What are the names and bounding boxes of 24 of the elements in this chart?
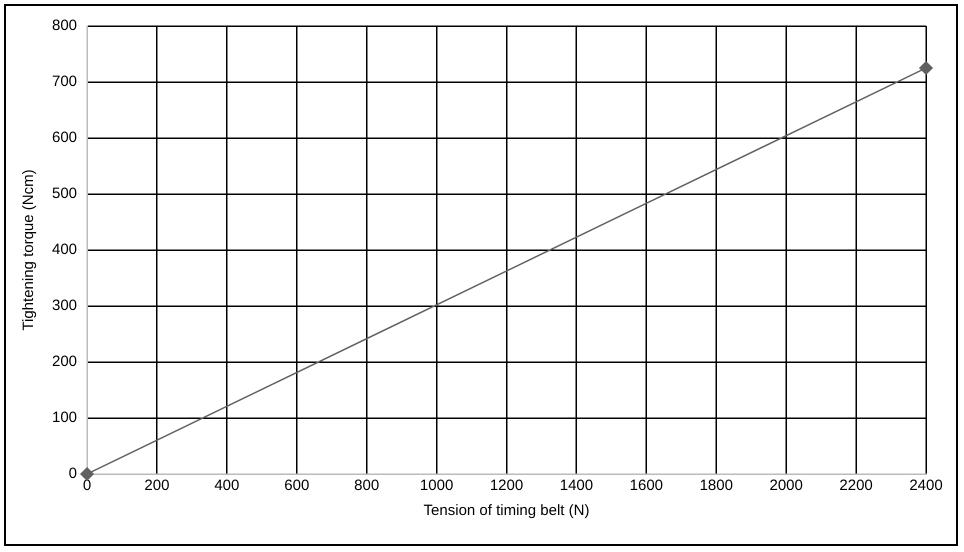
x-tick-label: 1800 [700, 477, 733, 494]
x-tick-label: 200 [144, 477, 170, 494]
y-tick-label: 300 [52, 297, 78, 314]
x-tick-label: 800 [354, 477, 380, 494]
x-tick-label: 2200 [839, 477, 873, 494]
y-tick-label: 700 [52, 73, 78, 90]
x-tick-label: 2000 [769, 477, 803, 494]
x-tick-label: 2400 [909, 477, 943, 494]
x-tick-label: 400 [214, 477, 240, 494]
x-tick-label: 1200 [490, 477, 524, 494]
x-tick-label: 1600 [630, 477, 664, 494]
x-tick-label: 1000 [420, 477, 454, 494]
x-tick-label: 0 [82, 477, 92, 494]
y-tick-label: 500 [52, 185, 78, 202]
x-tick-label: 600 [284, 477, 310, 494]
y-tick-label: 0 [68, 465, 78, 482]
y-tick-label: 800 [52, 17, 78, 34]
y-tick-label: 400 [52, 241, 78, 258]
y-tick-label: 100 [52, 409, 78, 426]
x-tick-label: 1400 [560, 477, 594, 494]
y-tick-label: 600 [52, 129, 78, 146]
y-tick-label: 200 [52, 353, 78, 370]
x-axis-title: Tension of timing belt (N) [424, 502, 590, 520]
y-axis-title: Tightening torque (Ncm) [20, 169, 38, 331]
